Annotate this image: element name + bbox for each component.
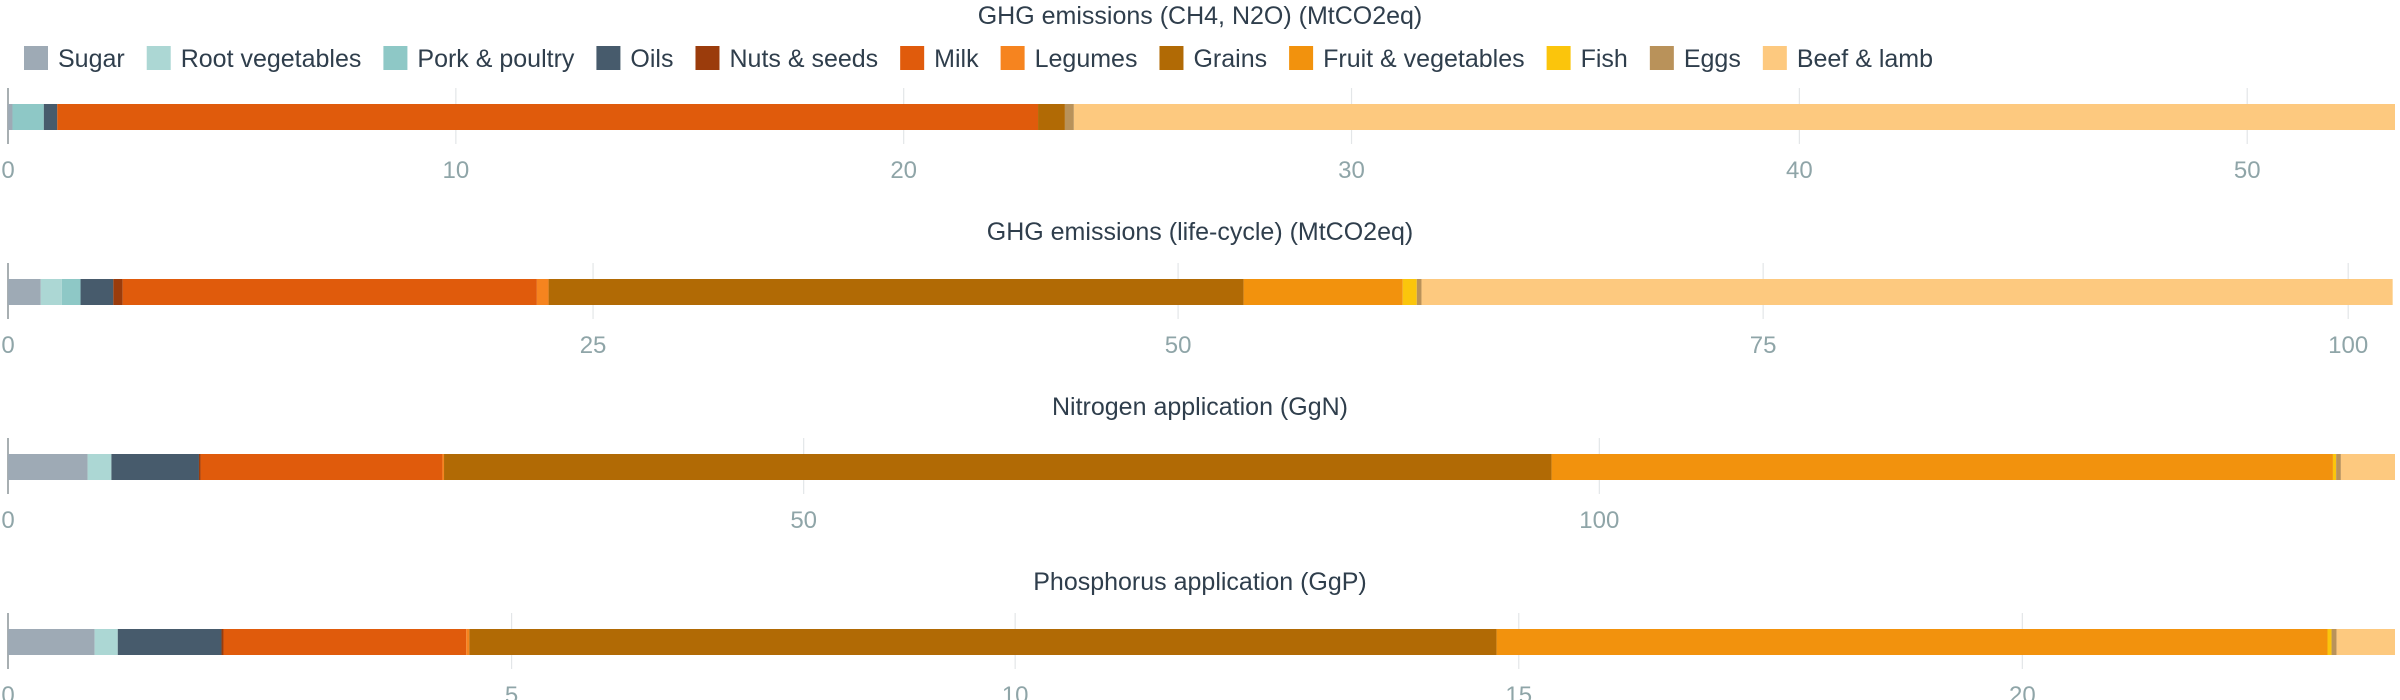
bar-segment-1-fish bbox=[1402, 279, 1417, 305]
bar-segment-1-grains bbox=[548, 279, 1244, 305]
legend-label-eggs: Eggs bbox=[1684, 45, 1741, 73]
legend-swatch-fruit-and-vegetables bbox=[1289, 46, 1314, 70]
chart-title-3: Phosphorus application (GgP) bbox=[1033, 568, 1367, 596]
tick-label-3-0: 0 bbox=[1, 682, 14, 700]
tick-label-3-1: 5 bbox=[505, 682, 518, 700]
tick-label-0-1: 10 bbox=[442, 157, 469, 184]
tick-label-0-2: 20 bbox=[890, 157, 917, 184]
bar-segment-1-legumes bbox=[536, 279, 549, 305]
bar-segment-1-fruit-and-vegetables bbox=[1243, 279, 1403, 305]
legend-label-nuts-and-seeds: Nuts & seeds bbox=[729, 45, 878, 73]
legend-label-legumes: Legumes bbox=[1035, 45, 1138, 73]
bar-segment-2-fish bbox=[2332, 454, 2337, 480]
bar-segment-2-root-vegetables bbox=[87, 454, 112, 480]
bar-segment-1-eggs bbox=[1416, 279, 1422, 305]
legend-swatch-eggs bbox=[1649, 46, 1674, 70]
legend-label-root-vegetables: Root vegetables bbox=[181, 45, 362, 73]
chart-title-1: GHG emissions (life-cycle) (MtCO2eq) bbox=[987, 218, 1413, 246]
tick-label-1-0: 0 bbox=[1, 332, 14, 359]
legend-swatch-milk bbox=[900, 46, 925, 70]
legend-swatch-sugar bbox=[24, 46, 48, 70]
bar-segment-1-nuts-and-seeds bbox=[113, 279, 123, 305]
legend-label-beef-and-lamb: Beef & lamb bbox=[1797, 45, 1933, 73]
bar-segment-3-eggs bbox=[2331, 629, 2337, 655]
bar-segment-3-fish bbox=[2327, 629, 2332, 655]
legend-label-pork-and-poultry: Pork & poultry bbox=[417, 45, 575, 73]
tick-label-1-2: 50 bbox=[1165, 332, 1192, 359]
bar-segment-2-nuts-and-seeds bbox=[198, 454, 201, 480]
bar-segment-0-pork-and-poultry bbox=[12, 104, 44, 130]
legend-swatch-grains bbox=[1159, 46, 1184, 70]
chart-title-2: Nitrogen application (GgN) bbox=[1052, 393, 1348, 421]
bar-segment-1-milk bbox=[122, 279, 537, 305]
tick-label-0-5: 50 bbox=[2234, 157, 2261, 184]
tick-label-0-3: 30 bbox=[1338, 157, 1365, 184]
bar-segment-3-nuts-and-seeds bbox=[221, 629, 224, 655]
bar-segment-0-sugar bbox=[8, 104, 13, 130]
bar-segment-1-root-vegetables bbox=[40, 279, 62, 305]
legend-swatch-pork-and-poultry bbox=[383, 46, 408, 70]
legend-swatch-root-vegetables bbox=[146, 46, 171, 70]
bar-segment-3-milk bbox=[223, 629, 467, 655]
tick-label-2-2: 100 bbox=[1579, 507, 1619, 534]
bar-segment-1-oils bbox=[80, 279, 114, 305]
bar-segment-1-pork-and-poultry bbox=[61, 279, 81, 305]
legend-label-milk: Milk bbox=[934, 45, 979, 73]
chart-title-0: GHG emissions (CH4, N2O) (MtCO2eq) bbox=[978, 2, 1423, 30]
bar-segment-2-oils bbox=[111, 454, 199, 480]
bar-segment-3-fruit-and-vegetables bbox=[1496, 629, 2328, 655]
legend-swatch-nuts-and-seeds bbox=[695, 46, 720, 70]
legend-label-fruit-and-vegetables: Fruit & vegetables bbox=[1323, 45, 1525, 73]
tick-label-3-3: 15 bbox=[1505, 682, 1532, 700]
bar-segment-3-grains bbox=[469, 629, 1497, 655]
tick-label-0-4: 40 bbox=[1786, 157, 1813, 184]
tick-label-3-2: 10 bbox=[1002, 682, 1029, 700]
bar-segment-2-fruit-and-vegetables bbox=[1551, 454, 2333, 480]
bar-segment-0-beef-and-lamb bbox=[1073, 104, 2395, 130]
legend-label-grains: Grains bbox=[1193, 45, 1267, 73]
tick-label-2-1: 50 bbox=[790, 507, 817, 534]
legend-label-sugar: Sugar bbox=[58, 45, 125, 73]
bar-segment-1-sugar bbox=[8, 279, 41, 305]
legend-label-fish: Fish bbox=[1581, 45, 1628, 73]
bar-segment-0-grains bbox=[1038, 104, 1065, 130]
bar-segment-2-sugar bbox=[8, 454, 88, 480]
bar-segment-2-beef-and-lamb bbox=[2340, 454, 2395, 480]
bar-segment-0-eggs bbox=[1064, 104, 1074, 130]
bar-segment-2-legumes bbox=[442, 454, 445, 480]
bar-segment-2-milk bbox=[200, 454, 443, 480]
legend-swatch-oils bbox=[596, 46, 621, 70]
bar-segment-2-eggs bbox=[2336, 454, 2341, 480]
bar-segment-3-beef-and-lamb bbox=[2336, 629, 2395, 655]
legend-swatch-beef-and-lamb bbox=[1762, 46, 1787, 70]
bar-segment-3-oils bbox=[117, 629, 222, 655]
legend-swatch-fish bbox=[1546, 46, 1571, 70]
tick-label-1-1: 25 bbox=[580, 332, 607, 359]
bar-segment-2-grains bbox=[444, 454, 1552, 480]
legend-swatch-legumes bbox=[1000, 46, 1025, 70]
tick-label-0-0: 0 bbox=[1, 157, 14, 184]
tick-label-1-3: 75 bbox=[1750, 332, 1777, 359]
tick-label-3-4: 20 bbox=[2009, 682, 2036, 700]
bar-segment-3-sugar bbox=[8, 629, 95, 655]
bar-segment-3-legumes bbox=[466, 629, 470, 655]
bar-segment-1-beef-and-lamb bbox=[1421, 279, 2393, 305]
tick-label-2-0: 0 bbox=[1, 507, 14, 534]
tick-label-1-4: 100 bbox=[2328, 332, 2368, 359]
legend-label-oils: Oils bbox=[630, 45, 673, 73]
bar-segment-0-milk bbox=[57, 104, 1039, 130]
bar-segment-0-oils bbox=[43, 104, 58, 130]
bar-segment-3-root-vegetables bbox=[94, 629, 118, 655]
